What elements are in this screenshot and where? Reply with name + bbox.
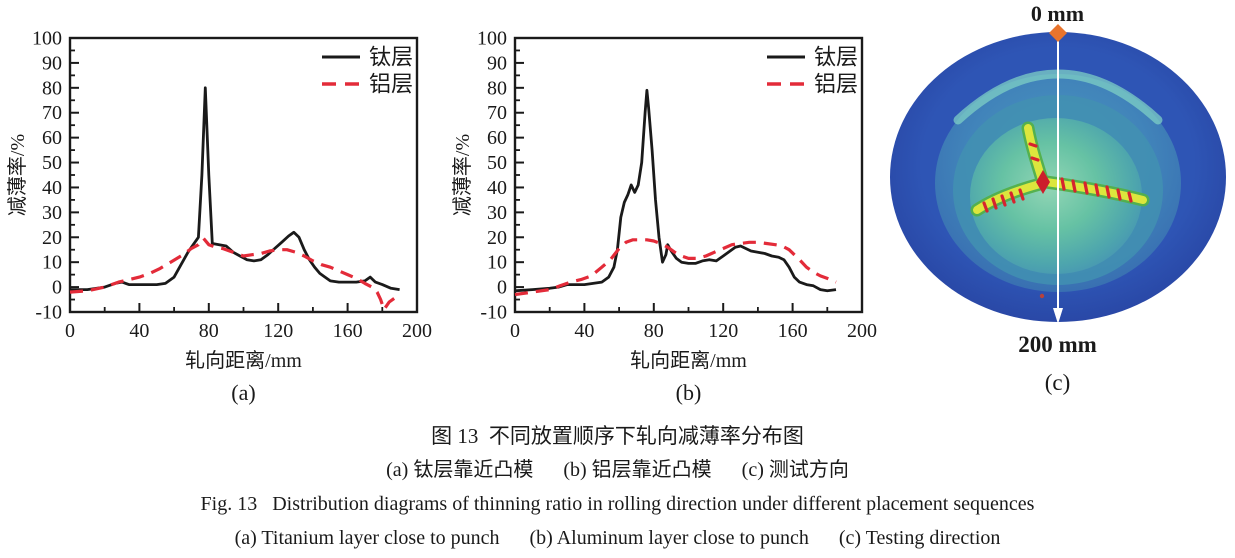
y-tick-label: 90 (487, 52, 507, 74)
legend-label: 钛层 (814, 45, 858, 70)
y-tick-label: 100 (32, 28, 62, 50)
y-tick-label: 40 (487, 177, 507, 199)
y-tick-label: 60 (42, 127, 62, 149)
legend-label: 铝层 (369, 72, 413, 97)
y-tick-label: 40 (42, 177, 62, 199)
panel-label-c: (c) (1044, 370, 1071, 395)
y-tick-label: 0 (52, 277, 62, 299)
diamond-marker-icon (1049, 24, 1067, 42)
caption-en-subpanels: (a) Titanium layer close to punch (b) Al… (234, 527, 1001, 549)
figure-caption: 图 13 不同放置顺序下轧向减薄率分布图 (a) 钛层靠近凸模 (b) 铝层靠近… (0, 410, 1235, 555)
rupture-node (1036, 170, 1050, 194)
y-tick-label: 50 (487, 152, 507, 174)
photo-panel-c: 0 mm 200 mm (c) (880, 0, 1235, 410)
y-tick-label: 100 (477, 28, 507, 50)
panel-label: (a) (231, 380, 255, 405)
y-tick-label: -10 (480, 302, 507, 324)
line-chart-thinning-ratio-b: 0 40 80 120 160 200-100102030405060708090100减… (451, 28, 877, 406)
x-tick-label: 40 (129, 320, 149, 342)
y-tick-label: 10 (487, 252, 507, 274)
arrow-down-icon (1053, 308, 1063, 324)
y-tick-label: 30 (487, 202, 507, 224)
x-tick-label: 80 (644, 320, 664, 342)
panel-label: (b) (676, 380, 702, 405)
dome (970, 118, 1142, 274)
x-tick-label: 0 (510, 320, 520, 342)
chart-panel-a: 0 40 80 120 160 200 -10 0 10 20 30 40 50 60 70 80 90 100 减… (0, 0, 460, 410)
y-tick-label: 90 (42, 52, 62, 74)
figure-panels: 0 40 80 120 160 200 -10 0 10 20 30 40 50 60 70 80 90 100 减… (0, 0, 1235, 410)
y-tick-label: -10 (35, 302, 62, 324)
x-axis-title: 轧向距离/mm (185, 349, 302, 372)
y-tick-label: 0 (497, 277, 507, 299)
y-axis-title: 减薄率/% (451, 134, 474, 216)
strain-ticks (982, 142, 1133, 213)
caption-cn-title: 图 13 不同放置顺序下轧向减薄率分布图 (431, 424, 804, 448)
scale-end-label: 200 mm (1018, 332, 1097, 357)
caption-cn-subpanels: (a) 钛层靠近凸模 (b) 铝层靠近凸模 (c) 测试方向 (386, 459, 849, 481)
x-tick-label: 160 (333, 320, 363, 342)
y-tick-label: 70 (42, 102, 62, 124)
series-line (69, 236, 400, 312)
y-tick-label: 30 (42, 202, 62, 224)
chart-panel-b: 0 40 80 120 160 200 -10 0 10 20 30 40 50 60 70 80 90 100 减… (445, 0, 905, 410)
y-tick-label: 70 (487, 102, 507, 124)
y-tick-label: 80 (42, 77, 62, 99)
x-tick-label: 80 (199, 320, 219, 342)
x-tick-label: 200 (402, 320, 432, 342)
plot-border (68, 36, 419, 314)
y-tick-label: 50 (42, 152, 62, 174)
y-tick-label: 10 (42, 252, 62, 274)
y-tick-label: 80 (487, 77, 507, 99)
x-tick-label: 0 (65, 320, 75, 342)
x-tick-label: 120 (708, 320, 738, 342)
legend-label: 钛层 (369, 45, 413, 70)
scale-start-label: 0 mm (1030, 1, 1085, 26)
caption-en-title: Fig. 13 Distribution diagrams of thinnin… (200, 493, 1035, 515)
line-chart-thinning-ratio-a: 0 40 80 120 160 200-100102030405060708090100减… (6, 28, 432, 406)
specimen-simulation-image (890, 24, 1226, 324)
y-tick-label: 20 (42, 227, 62, 249)
y-tick-label: 60 (487, 127, 507, 149)
y-axis-title: 减薄率/% (6, 134, 29, 216)
plot-border (513, 36, 864, 314)
x-axis-title: 轧向距离/mm (630, 349, 747, 372)
x-tick-label: 40 (574, 320, 594, 342)
series-line (70, 86, 400, 291)
red-speck (1039, 293, 1045, 299)
x-tick-label: 200 (847, 320, 877, 342)
series-line (514, 238, 837, 297)
x-tick-label: 120 (263, 320, 293, 342)
x-tick-label: 160 (778, 320, 808, 342)
series-line (514, 88, 837, 293)
legend-label: 铝层 (814, 72, 858, 97)
y-tick-label: 20 (487, 227, 507, 249)
